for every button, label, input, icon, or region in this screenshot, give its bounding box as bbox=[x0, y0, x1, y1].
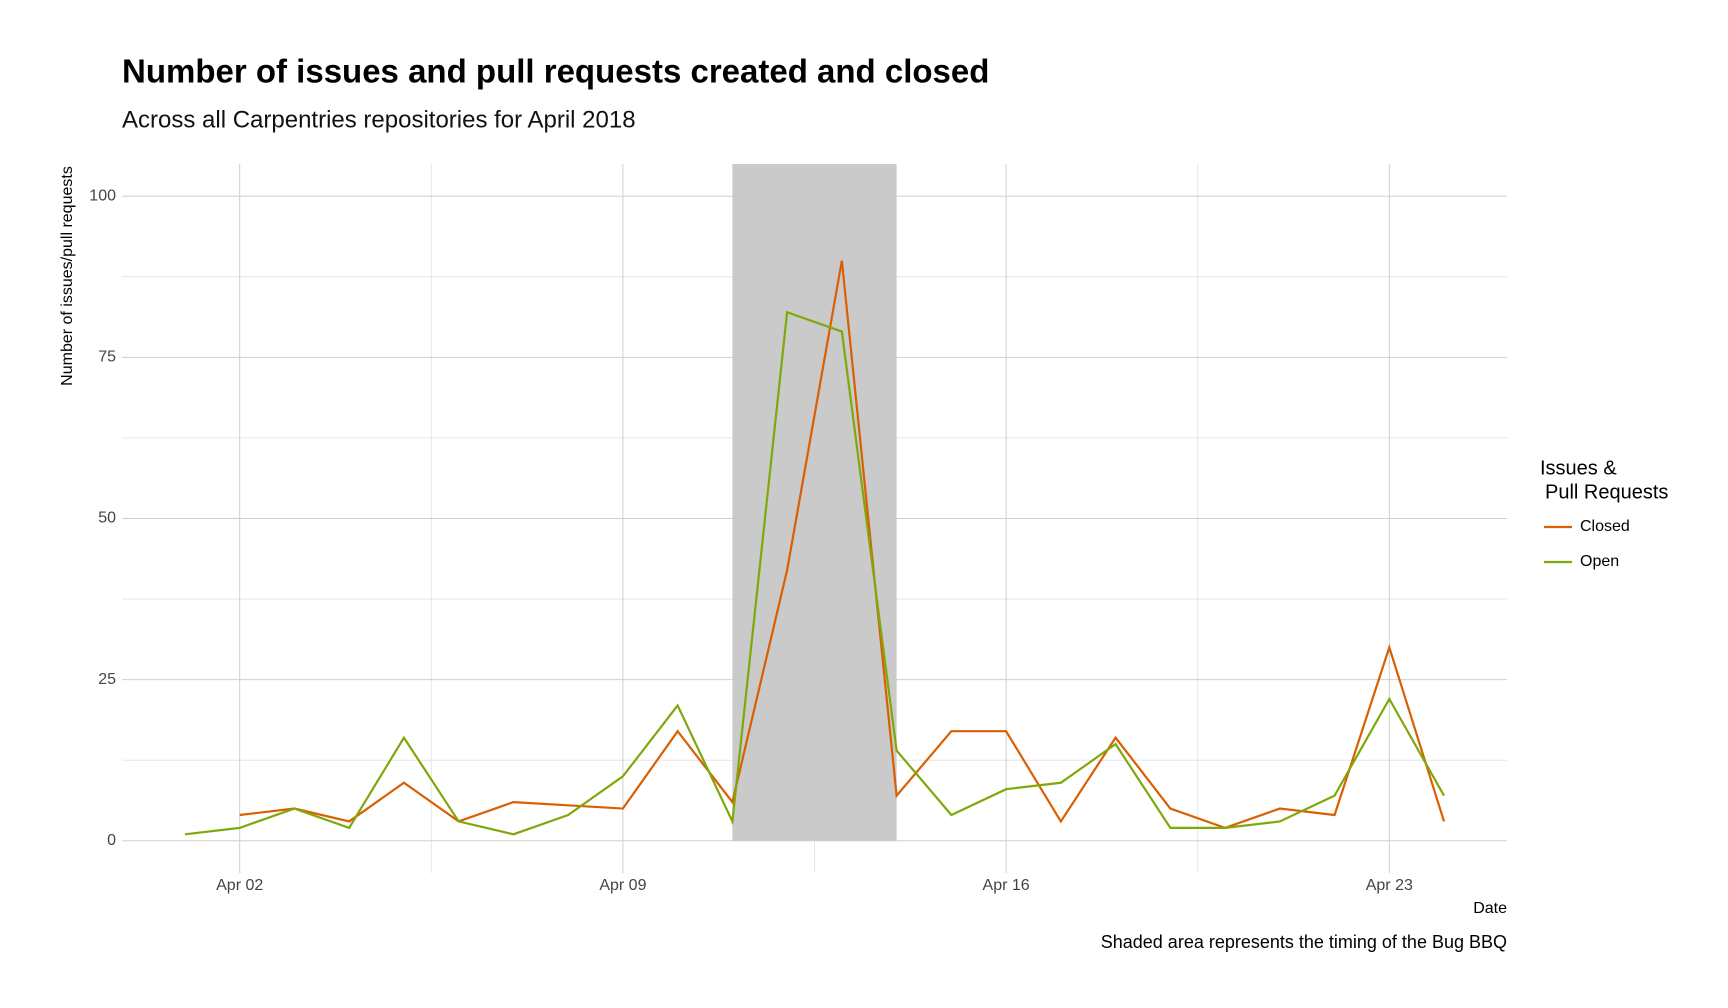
chart-subtitle: Across all Carpentries repositories for … bbox=[122, 106, 636, 133]
y-tick-label: 50 bbox=[98, 510, 116, 527]
y-axis-title: Number of issues/pull requests bbox=[59, 166, 76, 386]
x-tick-label: Apr 02 bbox=[216, 877, 263, 894]
series-line bbox=[184, 310, 1446, 836]
series-line bbox=[239, 260, 1446, 830]
y-tick-label: 75 bbox=[98, 349, 116, 366]
x-tick-label: Apr 23 bbox=[1366, 877, 1413, 894]
legend-title: Issues & bbox=[1540, 457, 1617, 479]
y-tick-label: 25 bbox=[98, 671, 116, 688]
x-axis-title: Date bbox=[1473, 900, 1507, 917]
chart-title: Number of issues and pull requests creat… bbox=[122, 53, 989, 90]
x-tick-label: Apr 16 bbox=[983, 877, 1030, 894]
y-tick-label: 0 bbox=[107, 832, 116, 849]
caption: Shaded area represents the timing of the… bbox=[1101, 932, 1507, 952]
shaded-area bbox=[732, 164, 897, 841]
legend-label: Closed bbox=[1580, 518, 1630, 535]
y-tick-label: 100 bbox=[89, 187, 116, 204]
x-tick-label: Apr 09 bbox=[599, 877, 646, 894]
legend-title: Pull Requests bbox=[1545, 481, 1668, 503]
legend-label: Open bbox=[1580, 553, 1619, 570]
